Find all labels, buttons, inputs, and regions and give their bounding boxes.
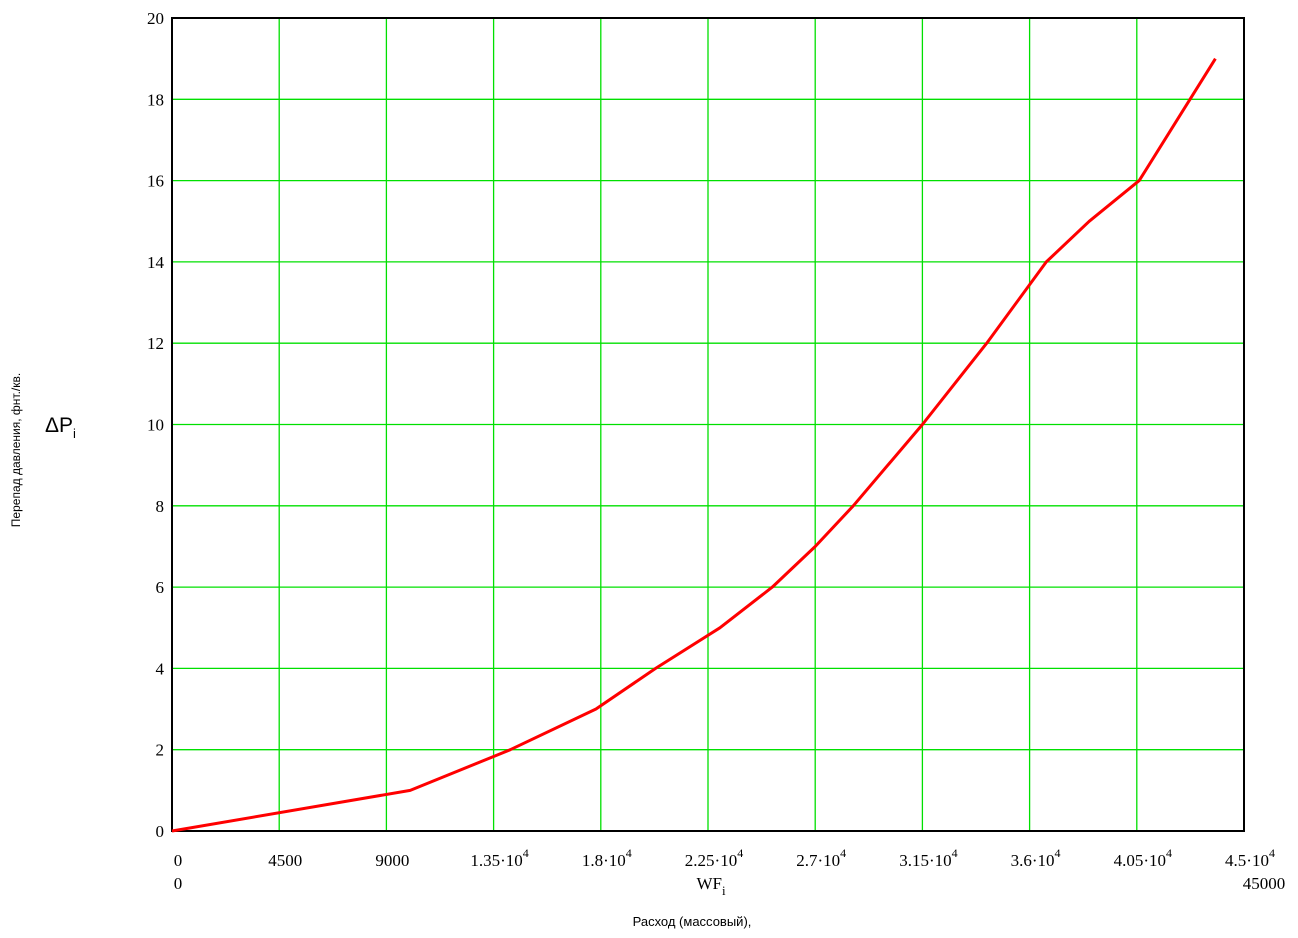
y-variable-label: ΔPi <box>45 414 76 441</box>
y-tick-label-8: 16 <box>147 172 164 191</box>
y-axis-label: Перепад давления, фнт./кв. <box>9 373 23 527</box>
x-variable-subscript: i <box>722 883 726 898</box>
x-variable-name: WF <box>696 874 722 893</box>
x-tick-label-3: 1.35·104 <box>470 846 528 870</box>
y-tick-label-4: 8 <box>156 497 165 516</box>
y-tick-label-10: 20 <box>147 9 164 28</box>
y-tick-label-0: 0 <box>156 822 165 841</box>
y-tick-label-6: 12 <box>147 334 164 353</box>
y-tick-label-3: 6 <box>156 578 165 597</box>
x-tick-label-1: 4500 <box>268 851 302 870</box>
y-variable-subscript: i <box>73 426 76 441</box>
x-tick-label-0: 0 <box>174 851 183 870</box>
y-tick-label-9: 18 <box>147 90 164 109</box>
x-variable-label: WFi <box>696 874 726 898</box>
x-range-min-label: 0 <box>174 874 183 893</box>
x-tick-label-6: 2.7·104 <box>796 846 846 870</box>
y-tick-labels: 0 2 4 6 8 10 12 14 16 18 20 <box>147 9 165 841</box>
grid-lines <box>172 18 1244 831</box>
x-axis-label: Расход (массовый), <box>633 914 752 929</box>
x-tick-label-4: 1.8·104 <box>582 846 632 870</box>
x-tick-labels: 0 4500 9000 1.35·104 1.8·104 2.25·104 2.7·104 3… <box>174 846 1275 870</box>
x-tick-label-5: 2.25·104 <box>685 846 743 870</box>
x-range-max-label: 45000 <box>1243 874 1286 893</box>
y-tick-label-5: 10 <box>147 416 164 435</box>
x-tick-label-7: 3.15·104 <box>899 846 957 870</box>
y-tick-label-7: 14 <box>147 253 165 272</box>
series-layer <box>171 57 1217 833</box>
y-tick-label-2: 4 <box>156 659 165 678</box>
series-line-0 <box>171 57 1217 833</box>
x-tick-label-9: 4.05·104 <box>1114 846 1172 870</box>
y-variable-name: ΔP <box>45 414 73 437</box>
x-tick-label-10: 4.5·104 <box>1225 846 1275 870</box>
x-tick-label-8: 3.6·104 <box>1011 846 1061 870</box>
y-tick-label-1: 2 <box>156 741 165 760</box>
plot-frame <box>171 17 1245 832</box>
x-tick-label-2: 9000 <box>375 851 409 870</box>
